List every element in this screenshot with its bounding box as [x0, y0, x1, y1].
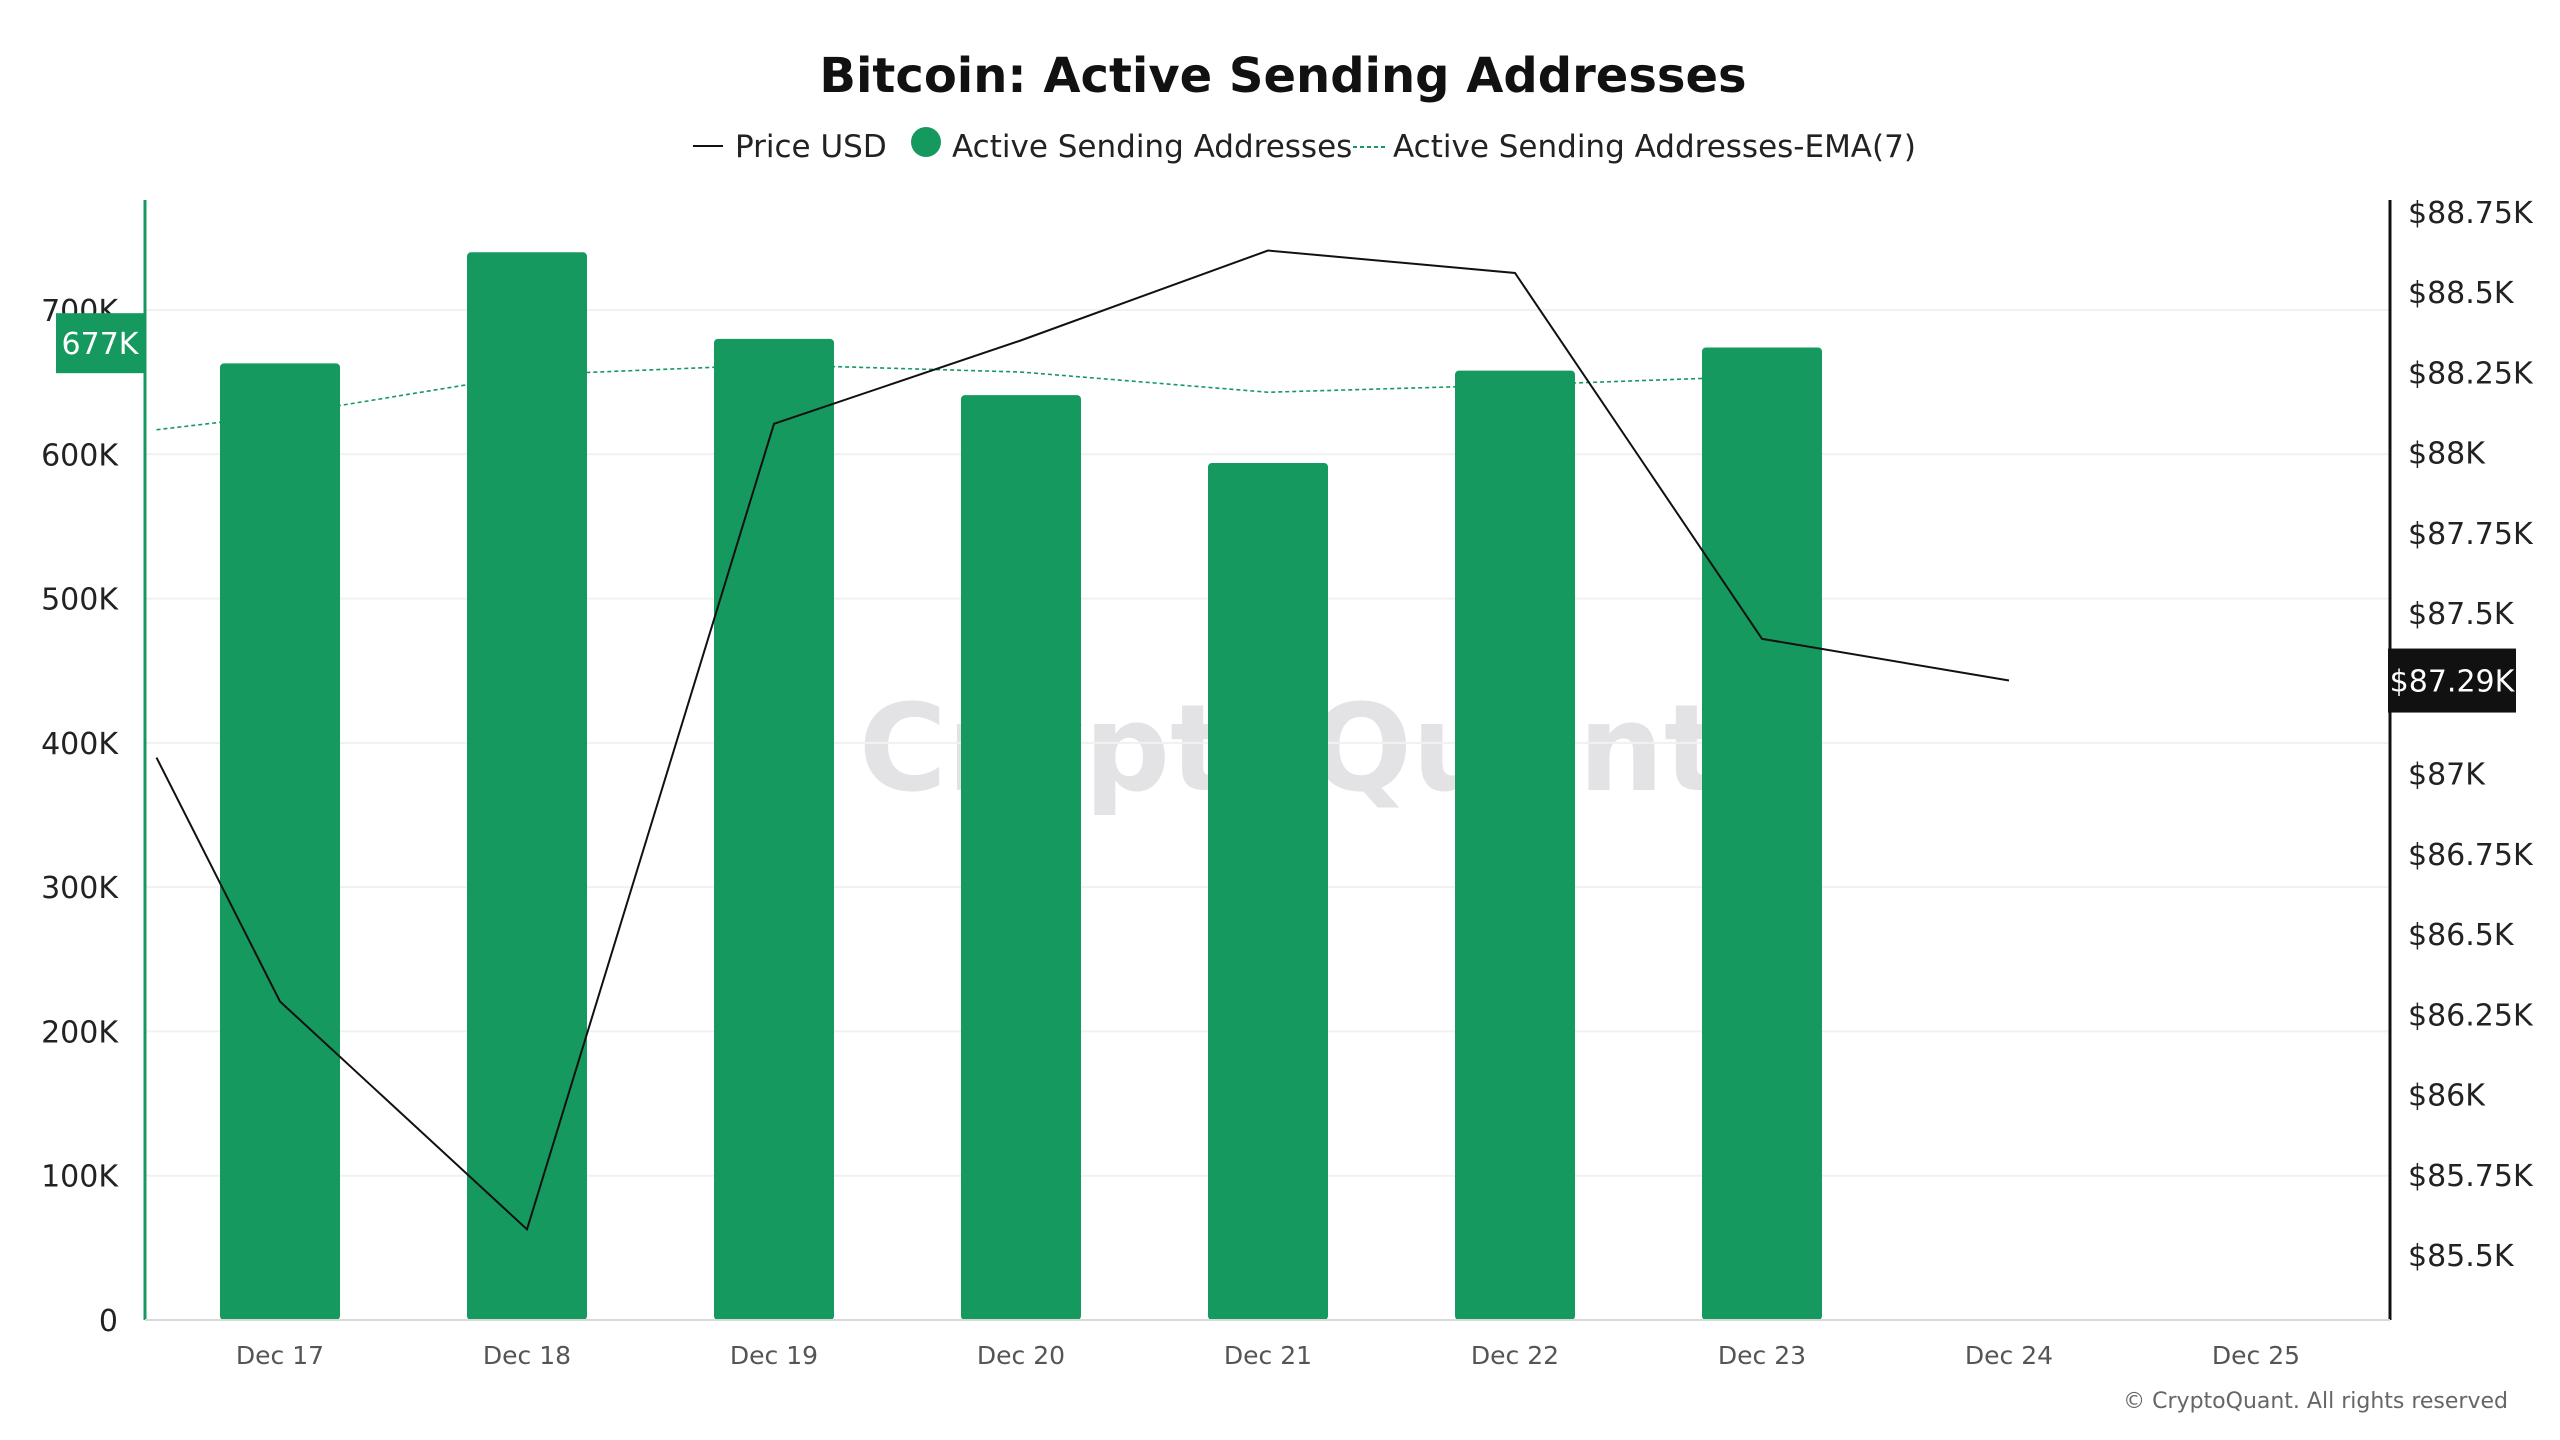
bar-dec-20	[961, 395, 1081, 1321]
chart-title: Bitcoin: Active Sending Addresses	[819, 48, 1746, 104]
bar-dec-19	[714, 338, 834, 1320]
right-tick-label: $85.75K	[2408, 1159, 2534, 1194]
right-tick-label: $88.5K	[2408, 276, 2515, 311]
legend: Price USD Active Sending Addresses Activ…	[693, 127, 1916, 165]
x-tick-label: Dec 24	[1965, 1341, 2053, 1370]
left-tick-label: 600K	[41, 438, 119, 473]
axes	[143, 200, 2392, 1321]
x-tick-label: Dec 23	[1718, 1341, 1806, 1370]
x-tick-label: Dec 20	[977, 1341, 1065, 1370]
right-value-badge	[2388, 648, 2516, 713]
right-tick-label: $87K	[2408, 758, 2486, 793]
x-tick-label: Dec 19	[730, 1341, 818, 1370]
left-tick-label: 500K	[41, 583, 119, 618]
value-badges: 677K $87.29K	[56, 313, 2516, 713]
bar-dec-22	[1455, 370, 1575, 1321]
left-value-badge	[56, 313, 144, 374]
left-tick-label: 0	[99, 1304, 118, 1339]
right-tick-label: $85.5K	[2408, 1239, 2515, 1274]
right-tick-label: $86K	[2408, 1079, 2486, 1114]
left-tick-label: 100K	[41, 1160, 119, 1195]
bar-dec-17	[220, 363, 340, 1320]
legend-price-label: Price USD	[735, 129, 887, 165]
left-tick-label: 400K	[41, 727, 119, 762]
legend-bars-marker	[911, 127, 941, 157]
right-tick-label: $88.75K	[2408, 196, 2534, 231]
bar-dec-23	[1702, 347, 1822, 1320]
right-tick-label: $88.25K	[2408, 356, 2534, 391]
right-value-badge-label: $87.29K	[2390, 665, 2516, 700]
right-tick-label: $86.75K	[2408, 838, 2534, 873]
x-tick-label: Dec 17	[236, 1341, 324, 1370]
tick-labels: 0100K200K300K400K500K600K700K$85.5K$85.7…	[41, 196, 2534, 1370]
left-tick-label: 300K	[41, 871, 119, 906]
x-tick-label: Dec 18	[483, 1341, 571, 1370]
right-tick-label: $87.5K	[2408, 597, 2515, 632]
ema-line	[156, 364, 1763, 431]
legend-ema-label: Active Sending Addresses-EMA(7)	[1393, 129, 1916, 165]
left-tick-label: 200K	[41, 1015, 119, 1050]
bar-dec-18	[467, 252, 587, 1320]
right-tick-label: $88K	[2408, 437, 2486, 472]
bar-series	[220, 252, 1822, 1321]
copyright-text: © CryptoQuant. All rights reserved	[2123, 1389, 2508, 1414]
line-series	[155, 249, 2010, 1232]
legend-bars-label: Active Sending Addresses	[952, 129, 1352, 165]
price-line	[155, 249, 2010, 1232]
x-tick-label: Dec 21	[1224, 1341, 1312, 1370]
left-value-badge-label: 677K	[62, 327, 140, 362]
right-tick-label: $87.75K	[2408, 517, 2534, 552]
x-tick-label: Dec 22	[1471, 1341, 1559, 1370]
x-tick-label: Dec 25	[2212, 1341, 2300, 1370]
bar-dec-21	[1208, 462, 1328, 1320]
right-tick-label: $86.25K	[2408, 998, 2534, 1033]
right-tick-label: $86.5K	[2408, 918, 2515, 953]
